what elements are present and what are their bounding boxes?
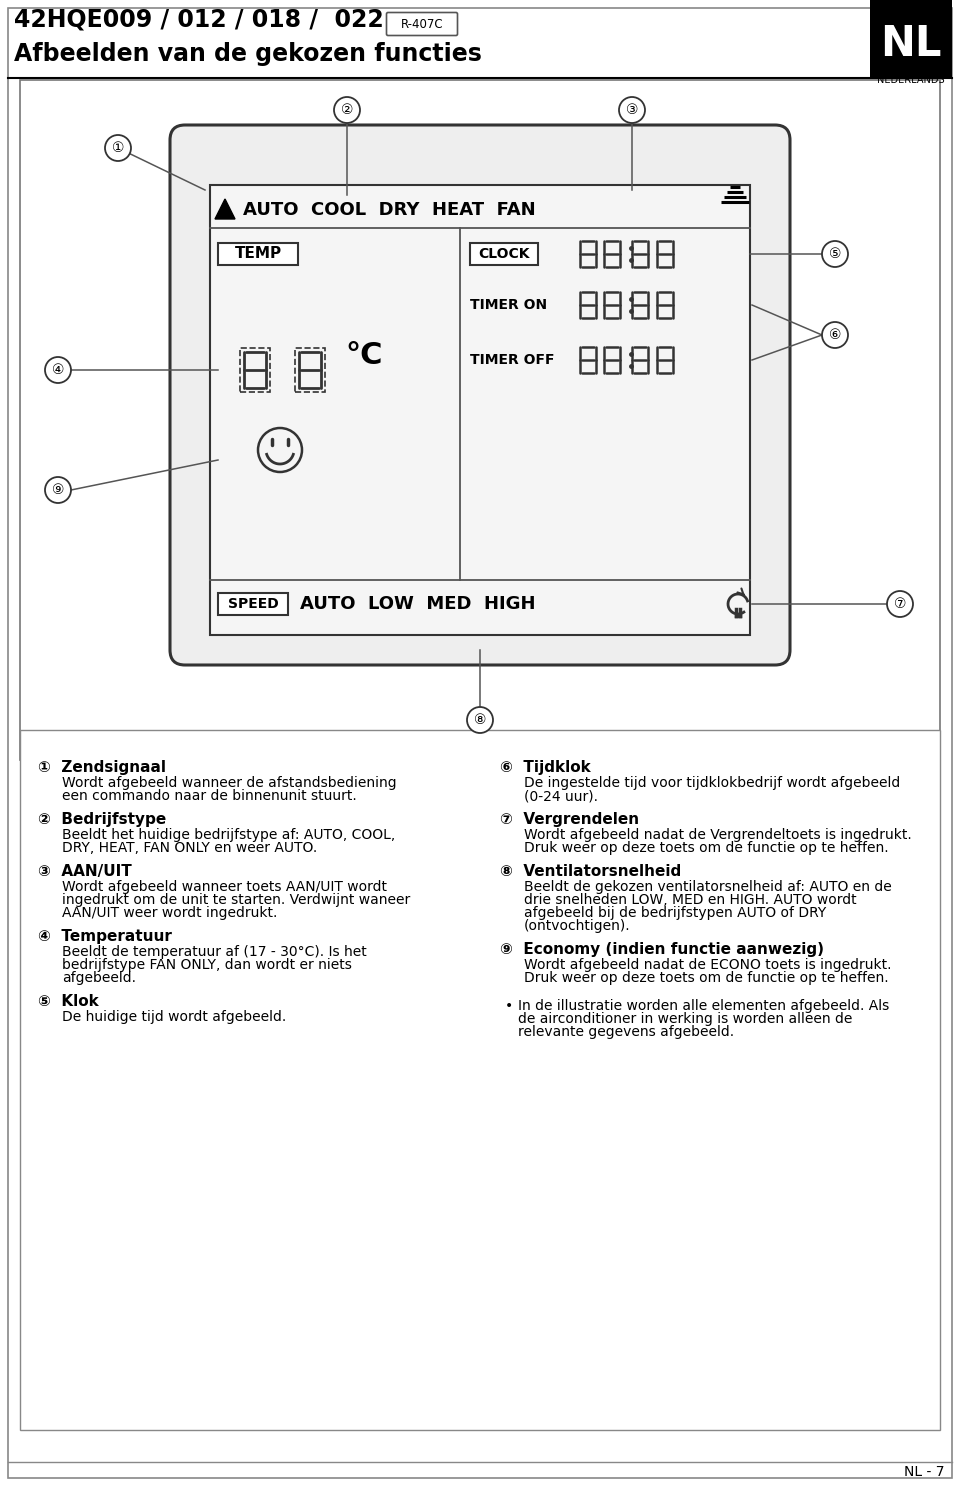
Text: Beeldt de temperatuur af (17 - 30°C). Is het: Beeldt de temperatuur af (17 - 30°C). Is…: [62, 945, 367, 958]
Text: een commando naar de binnenunit stuurt.: een commando naar de binnenunit stuurt.: [62, 789, 357, 802]
Text: Afbeelden van de gekozen functies: Afbeelden van de gekozen functies: [14, 42, 482, 65]
Text: AUTO  LOW  MED  HIGH: AUTO LOW MED HIGH: [300, 594, 536, 614]
Text: TEMP: TEMP: [234, 247, 281, 262]
Circle shape: [467, 707, 493, 733]
Text: •: •: [505, 999, 514, 1013]
Circle shape: [887, 591, 913, 617]
Text: ⑤  Klok: ⑤ Klok: [38, 994, 99, 1009]
Text: ⑨  Economy (indien functie aanwezig): ⑨ Economy (indien functie aanwezig): [500, 942, 824, 957]
Text: TIMER OFF: TIMER OFF: [470, 354, 555, 367]
Text: Druk weer op deze toets om de functie op te heffen.: Druk weer op deze toets om de functie op…: [524, 841, 889, 854]
Text: Wordt afgebeeld nadat de ECONO toets is ingedrukt.: Wordt afgebeeld nadat de ECONO toets is …: [524, 958, 892, 972]
Text: ⑦  Vergrendelen: ⑦ Vergrendelen: [500, 811, 639, 828]
Text: CLOCK: CLOCK: [478, 247, 530, 262]
Text: ⑧  Ventilatorsnelheid: ⑧ Ventilatorsnelheid: [500, 863, 682, 880]
Circle shape: [619, 97, 645, 123]
Text: AUTO  COOL  DRY  HEAT  FAN: AUTO COOL DRY HEAT FAN: [243, 201, 536, 218]
Text: Wordt afgebeeld wanneer toets AAN/UIT wordt: Wordt afgebeeld wanneer toets AAN/UIT wo…: [62, 880, 387, 895]
Text: Wordt afgebeeld wanneer de afstandsbediening: Wordt afgebeeld wanneer de afstandsbedie…: [62, 776, 396, 791]
Text: ③  AAN/UIT: ③ AAN/UIT: [38, 863, 132, 880]
Text: R-407C: R-407C: [400, 18, 444, 31]
FancyBboxPatch shape: [8, 7, 952, 1479]
Text: afgebeeld.: afgebeeld.: [62, 970, 136, 985]
Text: Beeldt de gekozen ventilatorsnelheid af: AUTO en de: Beeldt de gekozen ventilatorsnelheid af:…: [524, 880, 892, 895]
Text: ⑧: ⑧: [473, 713, 487, 727]
Text: ②: ②: [341, 103, 353, 117]
Circle shape: [45, 357, 71, 383]
FancyBboxPatch shape: [20, 80, 940, 759]
Circle shape: [258, 428, 302, 473]
FancyBboxPatch shape: [387, 12, 458, 36]
Text: ④  Temperatuur: ④ Temperatuur: [38, 929, 172, 944]
Circle shape: [822, 241, 848, 267]
Text: drie snelheden LOW, MED en HIGH. AUTO wordt: drie snelheden LOW, MED en HIGH. AUTO wo…: [524, 893, 856, 906]
Text: De ingestelde tijd voor tijdklokbedrijf wordt afgebeeld: De ingestelde tijd voor tijdklokbedrijf …: [524, 776, 900, 791]
Text: ⑨: ⑨: [52, 483, 64, 496]
Text: bedrijfstype FAN ONLY, dan wordt er niets: bedrijfstype FAN ONLY, dan wordt er niet…: [62, 958, 352, 972]
Text: ③: ③: [626, 103, 638, 117]
Text: ⑥  Tijdklok: ⑥ Tijdklok: [500, 759, 590, 776]
Text: Wordt afgebeeld nadat de Vergrendeltoets is ingedrukt.: Wordt afgebeeld nadat de Vergrendeltoets…: [524, 828, 912, 843]
Text: ①  Zendsignaal: ① Zendsignaal: [38, 759, 166, 776]
Text: DRY, HEAT, FAN ONLY en weer AUTO.: DRY, HEAT, FAN ONLY en weer AUTO.: [62, 841, 317, 854]
Text: Beeldt het huidige bedrijfstype af: AUTO, COOL,: Beeldt het huidige bedrijfstype af: AUTO…: [62, 828, 396, 843]
Text: ⑦: ⑦: [894, 597, 906, 611]
FancyBboxPatch shape: [870, 0, 952, 77]
Text: 42HQE009 / 012 / 018 /  022: 42HQE009 / 012 / 018 / 022: [14, 7, 384, 33]
Text: ⑤: ⑤: [828, 247, 841, 262]
Text: °C: °C: [345, 340, 382, 370]
Text: TIMER ON: TIMER ON: [470, 299, 547, 312]
Polygon shape: [215, 199, 235, 218]
Text: Druk weer op deze toets om de functie op te heffen.: Druk weer op deze toets om de functie op…: [524, 970, 889, 985]
Text: NEDERLANDS: NEDERLANDS: [877, 74, 945, 85]
Circle shape: [45, 477, 71, 502]
Circle shape: [334, 97, 360, 123]
Text: (ontvochtigen).: (ontvochtigen).: [524, 918, 631, 933]
FancyBboxPatch shape: [210, 184, 750, 635]
Text: In de illustratie worden alle elementen afgebeeld. Als: In de illustratie worden alle elementen …: [518, 999, 889, 1013]
Text: De huidige tijd wordt afgebeeld.: De huidige tijd wordt afgebeeld.: [62, 1010, 286, 1024]
Text: ①: ①: [111, 141, 124, 155]
Text: NL: NL: [880, 22, 942, 65]
Text: de airconditioner in werking is worden alleen de: de airconditioner in werking is worden a…: [518, 1012, 852, 1025]
Text: AAN/UIT weer wordt ingedrukt.: AAN/UIT weer wordt ingedrukt.: [62, 906, 277, 920]
FancyBboxPatch shape: [470, 244, 538, 265]
FancyBboxPatch shape: [218, 593, 288, 615]
FancyBboxPatch shape: [20, 730, 940, 1430]
Text: ingedrukt om de unit te starten. Verdwijnt waneer: ingedrukt om de unit te starten. Verdwij…: [62, 893, 410, 906]
Text: SPEED: SPEED: [228, 597, 278, 611]
Circle shape: [822, 322, 848, 348]
Text: ②  Bedrijfstype: ② Bedrijfstype: [38, 811, 166, 828]
Text: ④: ④: [52, 363, 64, 377]
Text: ⑥: ⑥: [828, 328, 841, 342]
Text: NL - 7: NL - 7: [903, 1465, 944, 1479]
Text: (0-24 uur).: (0-24 uur).: [524, 789, 598, 802]
FancyBboxPatch shape: [218, 244, 298, 265]
FancyBboxPatch shape: [170, 125, 790, 666]
Text: afgebeeld bij de bedrijfstypen AUTO of DRY: afgebeeld bij de bedrijfstypen AUTO of D…: [524, 906, 827, 920]
Text: relevante gegevens afgebeeld.: relevante gegevens afgebeeld.: [518, 1025, 734, 1039]
Circle shape: [105, 135, 131, 160]
